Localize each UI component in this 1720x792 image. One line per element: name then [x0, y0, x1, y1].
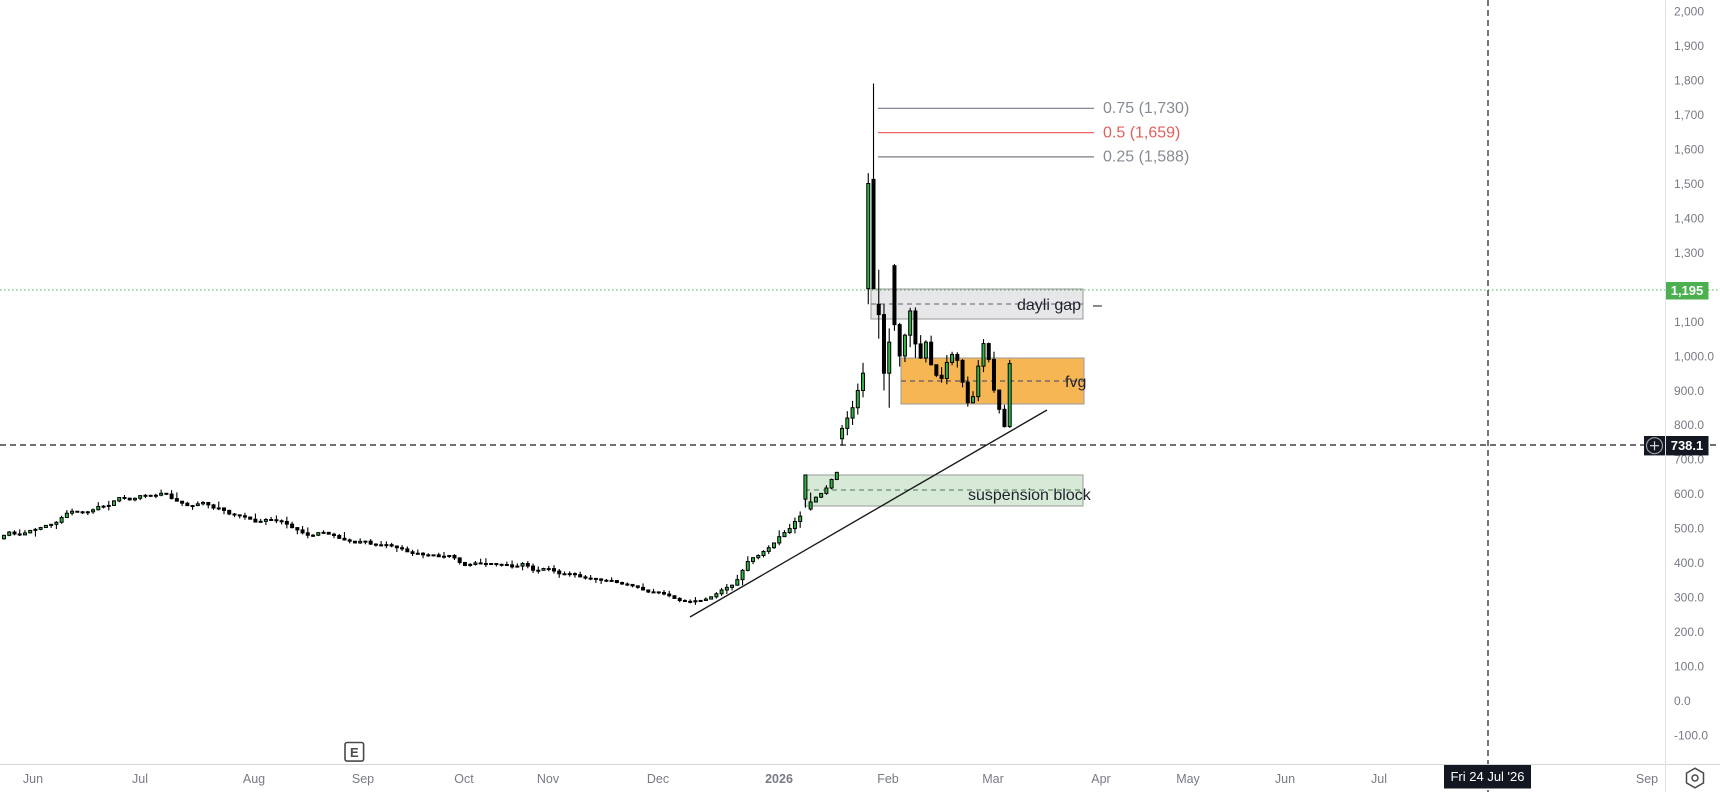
svg-text:-100.0: -100.0 [1674, 729, 1708, 743]
svg-text:300.0: 300.0 [1674, 591, 1704, 605]
svg-text:–: – [1093, 297, 1102, 314]
svg-text:1,100: 1,100 [1674, 315, 1704, 329]
svg-text:Aug: Aug [243, 772, 265, 786]
svg-text:0.75 (1,730): 0.75 (1,730) [1103, 100, 1189, 117]
svg-text:400.0: 400.0 [1674, 556, 1704, 570]
svg-text:800.0: 800.0 [1674, 418, 1704, 432]
svg-text:fvg: fvg [1065, 374, 1086, 391]
svg-text:200.0: 200.0 [1674, 625, 1704, 639]
svg-text:Oct: Oct [454, 772, 474, 786]
svg-text:Feb: Feb [877, 772, 899, 786]
svg-text:Fri 24 Jul '26: Fri 24 Jul '26 [1450, 769, 1524, 784]
svg-text:1,300: 1,300 [1674, 246, 1704, 260]
svg-text:1,900: 1,900 [1674, 39, 1704, 53]
svg-text:Jun: Jun [1275, 772, 1295, 786]
svg-text:1,600: 1,600 [1674, 142, 1704, 156]
svg-text:1,400: 1,400 [1674, 211, 1704, 225]
svg-text:2,000: 2,000 [1674, 4, 1704, 18]
svg-text:1,500: 1,500 [1674, 177, 1704, 191]
svg-text:0.0: 0.0 [1674, 694, 1691, 708]
svg-text:Sep: Sep [352, 772, 374, 786]
svg-text:Apr: Apr [1091, 772, 1110, 786]
svg-text:E: E [350, 745, 359, 760]
svg-text:0.25 (1,588): 0.25 (1,588) [1103, 149, 1189, 166]
svg-text:738.1: 738.1 [1671, 438, 1704, 453]
svg-text:1,700: 1,700 [1674, 108, 1704, 122]
svg-text:1,000.0: 1,000.0 [1674, 349, 1714, 363]
svg-text:Jun: Jun [23, 772, 43, 786]
svg-text:dayli gap: dayli gap [1017, 297, 1081, 314]
svg-text:600.0: 600.0 [1674, 487, 1704, 501]
svg-text:suspension block: suspension block [968, 487, 1092, 504]
svg-text:2026: 2026 [765, 772, 793, 786]
svg-text:100.0: 100.0 [1674, 660, 1704, 674]
svg-text:May: May [1176, 772, 1200, 786]
svg-text:Mar: Mar [982, 772, 1004, 786]
svg-text:1,800: 1,800 [1674, 73, 1704, 87]
svg-text:Jul: Jul [1371, 772, 1387, 786]
svg-text:900.0: 900.0 [1674, 384, 1704, 398]
svg-text:Dec: Dec [647, 772, 669, 786]
svg-text:Nov: Nov [537, 772, 560, 786]
svg-text:500.0: 500.0 [1674, 522, 1704, 536]
svg-text:Sep: Sep [1636, 772, 1658, 786]
svg-text:Jul: Jul [132, 772, 148, 786]
svg-text:0.5 (1,659): 0.5 (1,659) [1103, 124, 1180, 141]
svg-text:1,195: 1,195 [1671, 283, 1704, 298]
